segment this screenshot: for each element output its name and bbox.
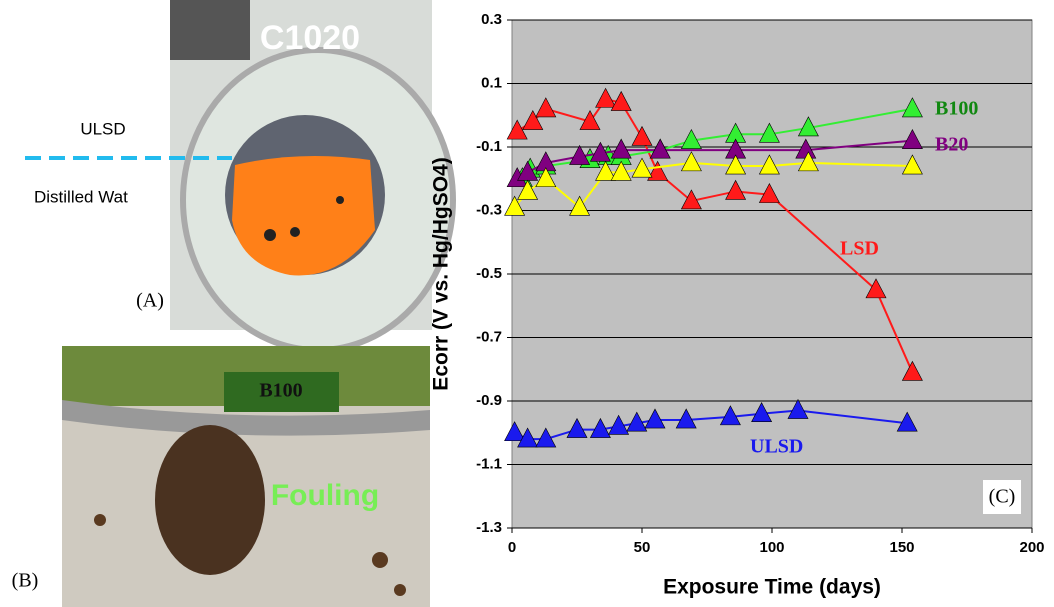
y-tick-label: -1.1 — [476, 455, 502, 472]
x-tick-label: 200 — [1019, 539, 1044, 556]
x-tick-label: 50 — [634, 539, 651, 556]
x-tick-label: 150 — [889, 539, 914, 556]
layer-label: Distilled Wat — [34, 187, 128, 206]
panel-label: (B) — [12, 570, 39, 592]
panel-label: (A) — [136, 290, 164, 312]
fouling-label: Fouling — [271, 479, 379, 512]
y-tick-label: -0.9 — [476, 392, 502, 409]
x-tick-label: 0 — [508, 539, 516, 556]
x-tick-label: 100 — [759, 539, 784, 556]
series-label: B100 — [935, 98, 978, 120]
y-axis-title: Ecorr (V vs. Hg/HgSO4) — [430, 157, 453, 390]
photo-a — [25, 0, 453, 350]
y-tick-label: 0.1 — [481, 74, 502, 91]
y-tick-label: 0.3 — [481, 11, 502, 28]
layer-label: ULSD — [80, 119, 125, 138]
series-label: LSD — [840, 238, 879, 260]
y-tick-label: -0.7 — [476, 328, 502, 345]
y-tick-label: -0.3 — [476, 201, 502, 218]
series-label: B20 — [935, 134, 968, 156]
y-tick-label: -1.3 — [476, 519, 502, 536]
fuel-label: B100 — [259, 380, 302, 402]
panel-label: (C) — [989, 486, 1016, 508]
photo-b — [62, 346, 430, 607]
series-label: ULSD — [750, 436, 803, 458]
sample-label: C1020 — [260, 19, 360, 57]
y-tick-label: -0.1 — [476, 138, 502, 155]
x-axis-title: Exposure Time (days) — [663, 576, 881, 599]
figure: C1020 ULSD Distilled Wat (A) B100 Foulin… — [0, 0, 1054, 607]
page: {"panels": {"a_label": "(A)", "b_label":… — [0, 0, 1054, 607]
y-tick-label: -0.5 — [476, 265, 502, 282]
